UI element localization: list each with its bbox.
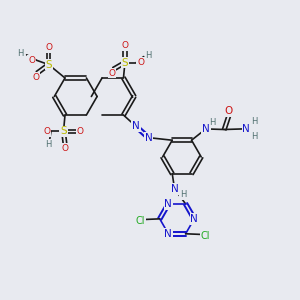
Text: N: N: [190, 214, 198, 224]
Text: O: O: [28, 56, 35, 64]
Text: H: H: [45, 140, 51, 149]
Text: O: O: [122, 41, 128, 50]
Text: N: N: [242, 124, 250, 134]
Text: O: O: [45, 44, 52, 52]
Text: H: H: [180, 190, 186, 199]
Text: O: O: [109, 69, 116, 78]
Text: H: H: [17, 49, 24, 58]
Text: N: N: [132, 121, 140, 131]
Text: S: S: [122, 58, 128, 68]
Text: O: O: [225, 106, 233, 116]
Text: H: H: [146, 51, 152, 60]
Text: O: O: [43, 127, 50, 136]
Text: S: S: [60, 126, 67, 136]
Text: Cl: Cl: [135, 216, 145, 226]
Text: N: N: [145, 133, 152, 142]
Text: N: N: [171, 184, 178, 194]
Text: S: S: [45, 60, 52, 70]
Text: H: H: [209, 118, 215, 127]
Text: H: H: [251, 117, 257, 126]
Text: N: N: [202, 124, 210, 134]
Text: O: O: [61, 143, 68, 152]
Text: O: O: [77, 127, 84, 136]
Text: H: H: [251, 131, 257, 140]
Text: Cl: Cl: [200, 231, 210, 241]
Text: O: O: [137, 58, 144, 67]
Text: N: N: [164, 229, 172, 239]
Text: N: N: [164, 199, 172, 209]
Text: O: O: [32, 73, 39, 82]
